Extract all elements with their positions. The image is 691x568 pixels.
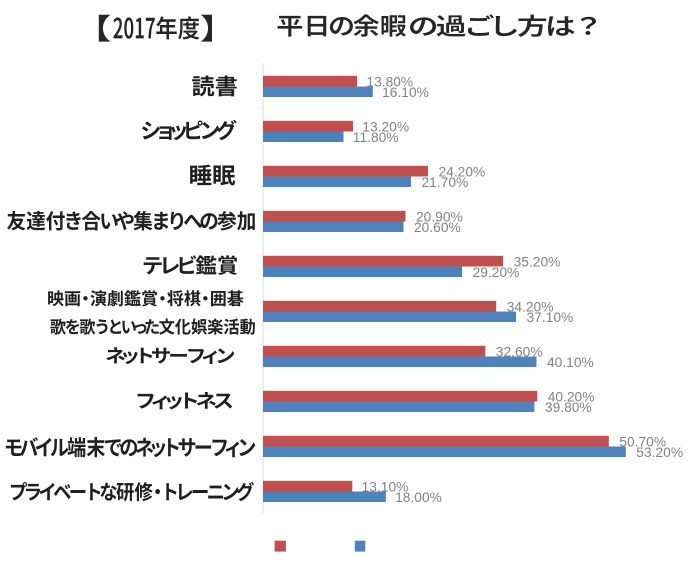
svg-text:18.00%: 18.00% (395, 490, 442, 505)
svg-text:21.70%: 21.70% (422, 175, 469, 190)
svg-text:16.10%: 16.10% (382, 85, 429, 100)
svg-text:37.10%: 37.10% (527, 310, 574, 325)
svg-text:20.90%: 20.90% (416, 210, 463, 225)
svg-text:53.20%: 53.20% (636, 445, 683, 460)
svg-text:39.80%: 39.80% (545, 400, 592, 415)
svg-text:40.10%: 40.10% (547, 355, 594, 370)
svg-text:11.80%: 11.80% (353, 130, 399, 145)
svg-text:32.60%: 32.60% (496, 345, 543, 360)
svg-text:13.80%: 13.80% (366, 75, 413, 90)
svg-text:29.20%: 29.20% (473, 265, 520, 280)
svg-text:40.20%: 40.20% (548, 390, 595, 405)
svg-text:35.20%: 35.20% (514, 255, 561, 270)
svg-text:13.20%: 13.20% (362, 120, 409, 135)
svg-text:34.20%: 34.20% (507, 300, 554, 315)
svg-text:24.20%: 24.20% (439, 165, 486, 180)
svg-text:20.60%: 20.60% (414, 220, 461, 235)
svg-text:13.10%: 13.10% (362, 480, 409, 495)
svg-text:50.70%: 50.70% (619, 435, 666, 450)
